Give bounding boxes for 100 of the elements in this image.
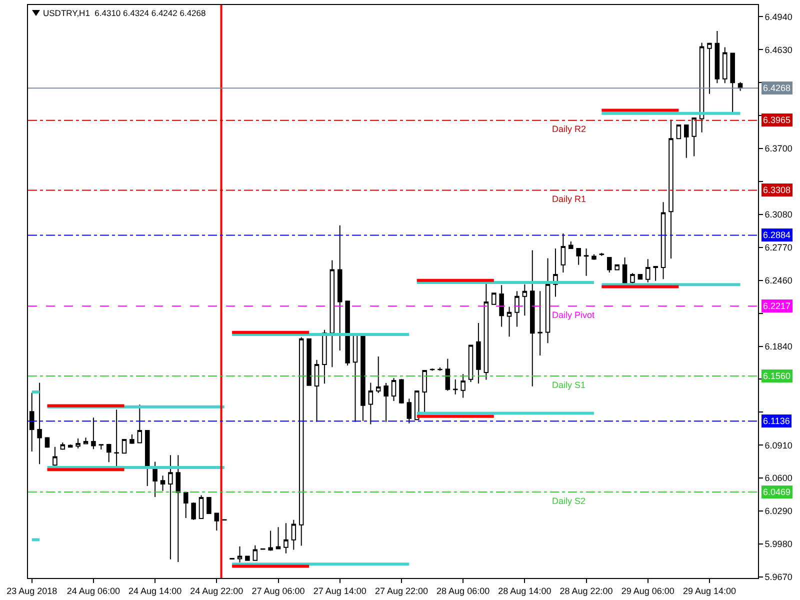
x-tick-label: 27 Aug 06:00 bbox=[252, 586, 305, 596]
candlestick bbox=[160, 475, 166, 492]
text: 6.0469 bbox=[763, 487, 791, 497]
candlestick bbox=[607, 256, 612, 273]
candlestick bbox=[499, 284, 504, 328]
x-tick-label: 27 Aug 14:00 bbox=[313, 586, 366, 596]
candlestick bbox=[538, 290, 542, 356]
x-tick-label: 29 Aug 14:00 bbox=[682, 586, 736, 596]
y-tick-label: 6.3700 bbox=[764, 144, 792, 154]
candlestick bbox=[576, 248, 581, 266]
candlestick bbox=[252, 544, 258, 562]
x-tick-label: 24 Aug 14:00 bbox=[128, 586, 182, 596]
y-tick-label: 6.2770 bbox=[764, 242, 792, 253]
ref-line-label: Daily S1 bbox=[552, 380, 586, 390]
candlestick bbox=[298, 336, 304, 546]
candlestick bbox=[368, 382, 374, 425]
y-tick-label: 6.3080 bbox=[764, 210, 792, 220]
y-tick-label: 5.9980 bbox=[764, 539, 792, 550]
candlestick bbox=[730, 52, 735, 113]
candlestick bbox=[168, 454, 173, 560]
candlestick bbox=[144, 430, 150, 487]
candlestick bbox=[653, 266, 658, 282]
candlestick bbox=[214, 512, 220, 531]
candlestick bbox=[314, 359, 320, 422]
candlestick bbox=[630, 272, 635, 284]
candlestick bbox=[198, 494, 204, 520]
candlestick bbox=[476, 322, 481, 384]
candlestick bbox=[714, 30, 720, 84]
candlestick bbox=[614, 264, 620, 271]
candlestick bbox=[452, 378, 458, 395]
candlestick bbox=[622, 256, 628, 285]
candlestick bbox=[76, 438, 80, 449]
ref-line-label: Daily S2 bbox=[552, 496, 586, 506]
candlestick bbox=[114, 409, 119, 468]
candlestick bbox=[337, 224, 342, 351]
ref-line-label: Daily R2 bbox=[552, 124, 586, 134]
candlestick bbox=[106, 443, 112, 463]
candlestick bbox=[152, 461, 158, 498]
candlestick bbox=[592, 254, 596, 260]
ref-line-label: Daily Pivot bbox=[552, 310, 596, 320]
x-tick-label: 24 Aug 22:00 bbox=[190, 586, 244, 596]
candlestick bbox=[646, 258, 650, 283]
candlestick bbox=[122, 438, 127, 454]
candlestick bbox=[306, 338, 312, 386]
candlestick bbox=[414, 390, 420, 420]
candlestick bbox=[676, 124, 682, 140]
candlestick bbox=[506, 306, 512, 338]
y-tick-label: 6.4940 bbox=[764, 12, 792, 22]
text: 6.1136 bbox=[763, 416, 790, 426]
text: 6.1560 bbox=[763, 371, 791, 381]
candlestick bbox=[584, 248, 589, 276]
candlestick bbox=[522, 284, 528, 316]
candlestick bbox=[692, 116, 696, 157]
candlestick bbox=[376, 356, 381, 394]
candlestick bbox=[684, 124, 689, 158]
candlestick bbox=[399, 378, 404, 404]
y-tick-label: 6.0290 bbox=[764, 506, 792, 516]
candlestick bbox=[206, 496, 212, 514]
candlestick bbox=[514, 290, 520, 328]
candlestick bbox=[83, 437, 88, 444]
candlestick bbox=[330, 260, 335, 368]
candlestick bbox=[484, 284, 489, 380]
y-tick-label: 5.9670 bbox=[764, 572, 792, 582]
x-tick-label: 28 Aug 22:00 bbox=[560, 586, 613, 596]
candlestick bbox=[322, 329, 327, 384]
candlestick bbox=[98, 444, 104, 450]
candlestick bbox=[237, 546, 242, 563]
candlestick bbox=[352, 334, 358, 422]
x-tick-label: 28 Aug 14:00 bbox=[498, 586, 552, 596]
candlestick bbox=[722, 46, 728, 84]
candlestick bbox=[276, 526, 281, 550]
chart-title: USDTRY,H1 6.4310 6.4324 6.4242 6.4268 bbox=[43, 8, 206, 18]
candlestick bbox=[568, 241, 574, 250]
candlestick bbox=[384, 382, 388, 422]
text: 6.2884 bbox=[763, 230, 791, 240]
candlestick bbox=[468, 344, 474, 382]
x-tick-label: 29 Aug 06:00 bbox=[621, 586, 674, 596]
x-tick-label: 24 Aug 06:00 bbox=[66, 586, 120, 596]
candlestick bbox=[391, 378, 396, 402]
candlestick bbox=[360, 334, 366, 422]
candlestick bbox=[52, 446, 58, 466]
text: 6.4268 bbox=[763, 83, 791, 93]
candlestick bbox=[183, 492, 188, 518]
candlestick bbox=[668, 119, 674, 260]
candlestick bbox=[245, 556, 250, 562]
candlestick bbox=[445, 358, 450, 392]
candlestick bbox=[345, 300, 350, 366]
y-tick-label: 6.1840 bbox=[764, 341, 792, 352]
candlestick bbox=[560, 233, 566, 273]
y-tick-label: 6.2460 bbox=[764, 275, 792, 286]
y-tick-label: 6.4630 bbox=[764, 44, 792, 55]
x-tick-label: 27 Aug 22:00 bbox=[374, 586, 428, 596]
text: 6.3308 bbox=[763, 185, 791, 195]
candlestick bbox=[130, 434, 134, 444]
candlestick bbox=[699, 42, 704, 133]
candlestick bbox=[191, 502, 196, 520]
y-tick-label: 6.0910 bbox=[764, 440, 792, 450]
candlestick bbox=[176, 454, 181, 562]
candlestick bbox=[599, 252, 604, 256]
x-tick-label: 28 Aug 06:00 bbox=[436, 586, 490, 596]
